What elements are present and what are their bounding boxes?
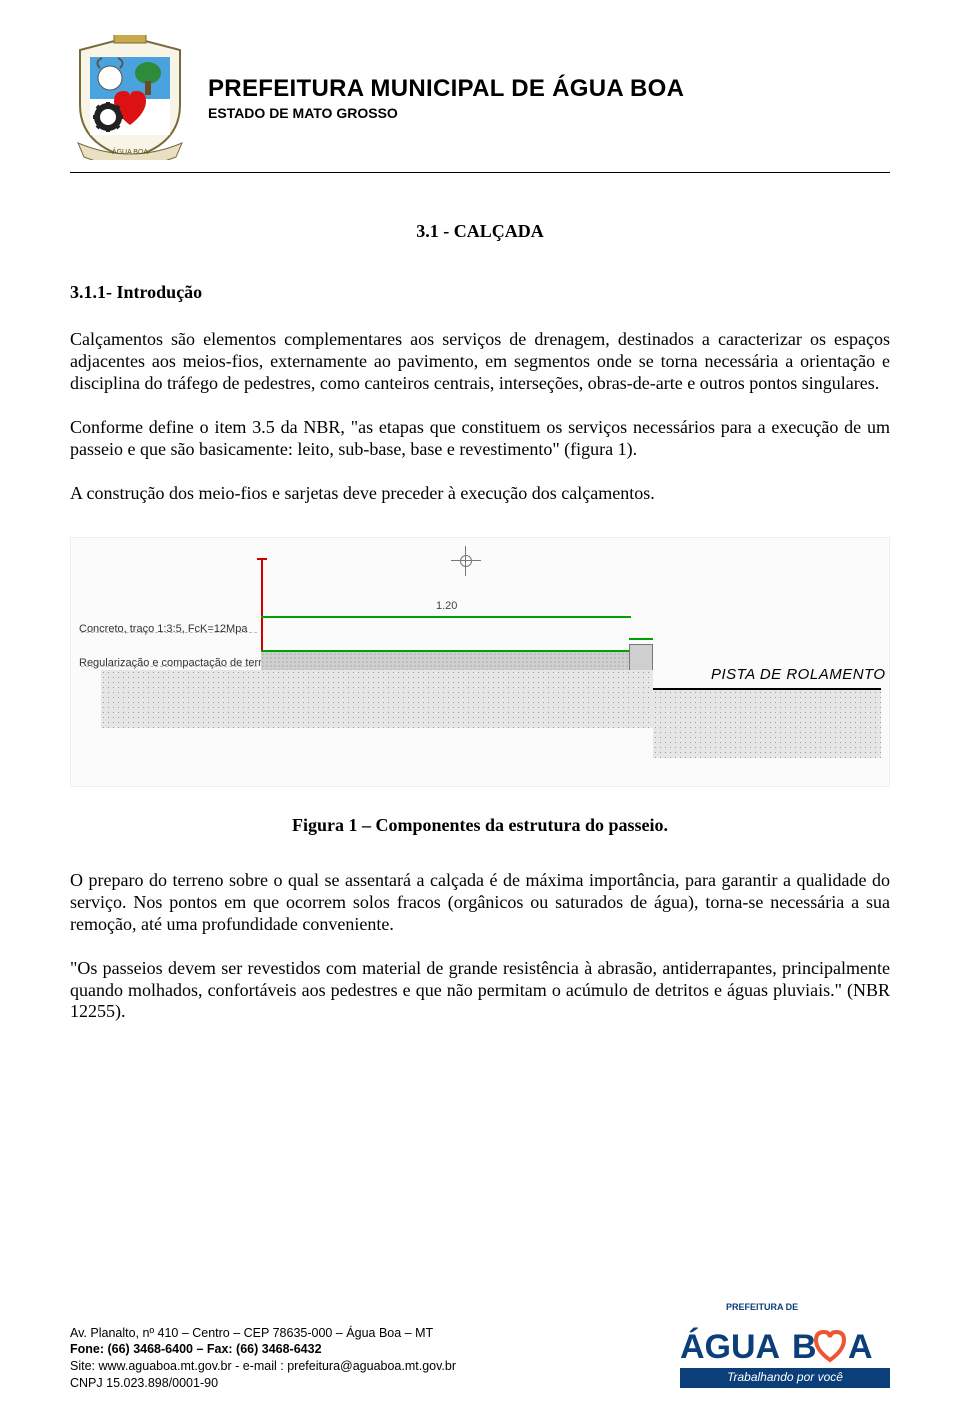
footer-line-4: CNPJ 15.023.898/0001-90 [70, 1375, 456, 1392]
document-header: ÁGUA BOA PREFEITURA MUNICIPAL DE ÁGUA BO… [70, 35, 890, 160]
figure-note-concrete: Concreto, traço 1:3:5, FcK=12Mpa [79, 623, 247, 635]
concrete-slab [261, 652, 631, 670]
pista-surface-line [653, 688, 881, 690]
paragraph-4: O preparo do terreno sobre o qual se ass… [70, 870, 890, 936]
footer-line-2: Fone: (66) 3468-6400 – Fax: (66) 3468-64… [70, 1341, 456, 1358]
figure-1-cross-section: 1.20 Concreto, traço 1:3:5, FcK=12Mpa Re… [70, 537, 890, 787]
paragraph-5: "Os passeios devem ser revestidos com ma… [70, 958, 890, 1024]
header-divider [70, 172, 890, 173]
dim-tick [257, 558, 267, 560]
figure-note-regularizacao: Regularização e compactação de terreno [79, 657, 280, 669]
footer-address-block: Av. Planalto, nº 410 – Centro – CEP 7863… [70, 1325, 456, 1393]
paragraph-2: Conforme define o item 3.5 da NBR, "as e… [70, 417, 890, 461]
section-number: 3.1 - CALÇADA [70, 221, 890, 242]
footer-line-3: Site: www.aguaboa.mt.gov.br - e-mail : p… [70, 1358, 456, 1375]
paragraph-3: A construção dos meio-fios e sarjetas de… [70, 483, 890, 505]
subbase-right [653, 690, 881, 758]
page-footer: Av. Planalto, nº 410 – Centro – CEP 7863… [70, 1302, 890, 1392]
svg-text:ÁGUA BOA: ÁGUA BOA [112, 147, 149, 156]
paragraph-1: Calçamentos são elementos complementares… [70, 329, 890, 395]
subbase-left [101, 670, 653, 728]
header-subtitle: ESTADO DE MATO GROSSO [208, 105, 684, 121]
curb-top-line [629, 638, 653, 640]
svg-text:B: B [792, 1328, 817, 1366]
dimension-value: 1.20 [436, 600, 457, 612]
municipal-crest-icon: ÁGUA BOA [70, 35, 190, 160]
svg-text:A: A [848, 1328, 873, 1366]
crosshair-icon [451, 546, 481, 576]
footer-line-1: Av. Planalto, nº 410 – Centro – CEP 7863… [70, 1325, 456, 1342]
subsection-number: 3.1.1- Introdução [70, 282, 890, 303]
header-title: PREFEITURA MUNICIPAL DE ÁGUA BOA [208, 75, 684, 103]
footer-logo-icon: ÁGUA B A PREFEITURA DE Trabalhando por v… [680, 1302, 890, 1392]
figure-caption: Figura 1 – Componentes da estrutura do p… [70, 815, 890, 836]
svg-text:ÁGUA: ÁGUA [680, 1328, 780, 1366]
dimension-line-vertical [261, 558, 263, 656]
pista-label: PISTA DE ROLAMENTO [711, 666, 886, 683]
dimension-line-top [261, 616, 631, 618]
logo-overline-text: PREFEITURA DE [726, 1302, 798, 1312]
logo-tagline-text: Trabalhando por você [680, 1370, 890, 1384]
